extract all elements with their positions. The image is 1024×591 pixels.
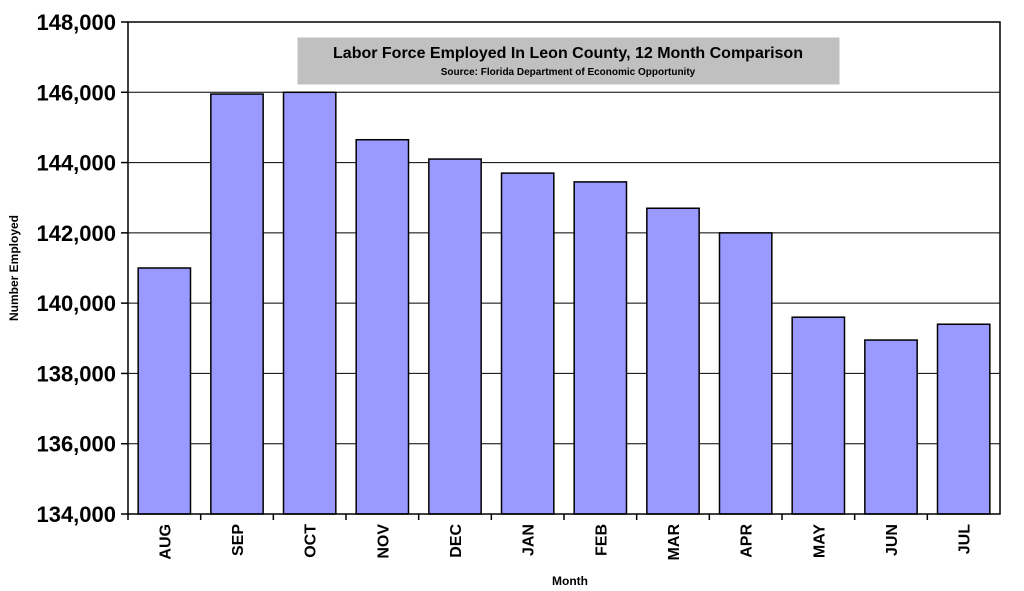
x-tick-label: AUG xyxy=(157,524,174,560)
x-tick-label: FEB xyxy=(593,524,610,556)
bar-apr xyxy=(718,232,773,515)
chart-title-box: Labor Force Employed In Leon County, 12 … xyxy=(297,37,840,85)
bar-jul xyxy=(936,323,991,515)
bar-sep xyxy=(210,93,264,515)
x-tick-label: JUL xyxy=(957,524,974,554)
x-tick-label: OCT xyxy=(303,524,320,558)
x-tick-label: MAY xyxy=(811,524,828,558)
y-tick-label: 148,000 xyxy=(36,10,116,35)
x-tick-label: JAN xyxy=(521,524,538,556)
x-tick-label: SEP xyxy=(230,524,247,556)
bar-dec xyxy=(428,158,482,515)
x-tick-label: APR xyxy=(739,524,756,558)
x-tick-label: MAR xyxy=(666,524,683,561)
y-tick-label: 134,000 xyxy=(36,502,116,527)
y-axis-ticks: 134,000 136,000 138,000 140,000 142,000 144,0… xyxy=(36,10,128,527)
y-tick-label: 142,000 xyxy=(36,221,116,246)
y-axis-title: Number Employed xyxy=(7,215,21,321)
bar-jun xyxy=(864,339,918,515)
bar-oct xyxy=(282,91,337,515)
bar-nov xyxy=(355,138,410,515)
y-tick-label: 146,000 xyxy=(36,80,116,105)
chart-title: Labor Force Employed In Leon County, 12 … xyxy=(333,45,803,62)
x-tick-label: JUN xyxy=(884,524,901,556)
chart-subtitle: Source: Florida Department of Economic O… xyxy=(441,67,696,78)
x-tick-label: NOV xyxy=(375,524,392,559)
bar-may xyxy=(791,316,846,515)
y-tick-label: 144,000 xyxy=(36,151,116,176)
bar-mar xyxy=(646,207,700,515)
x-axis-title: Month xyxy=(552,574,588,588)
y-tick-label: 136,000 xyxy=(36,432,116,457)
x-axis-labels: AUG SEP OCT NOV DEC JAN FEB MAR APR MAY JUN JUL xyxy=(127,514,974,561)
bar-feb xyxy=(573,181,628,515)
bar-aug xyxy=(137,267,192,515)
gridlines xyxy=(128,21,1000,515)
y-tick-label: 138,000 xyxy=(36,361,116,386)
x-tick-label: DEC xyxy=(448,524,465,558)
y-tick-label: 140,000 xyxy=(36,291,116,316)
bars xyxy=(137,91,991,515)
bar-jan xyxy=(500,172,555,515)
